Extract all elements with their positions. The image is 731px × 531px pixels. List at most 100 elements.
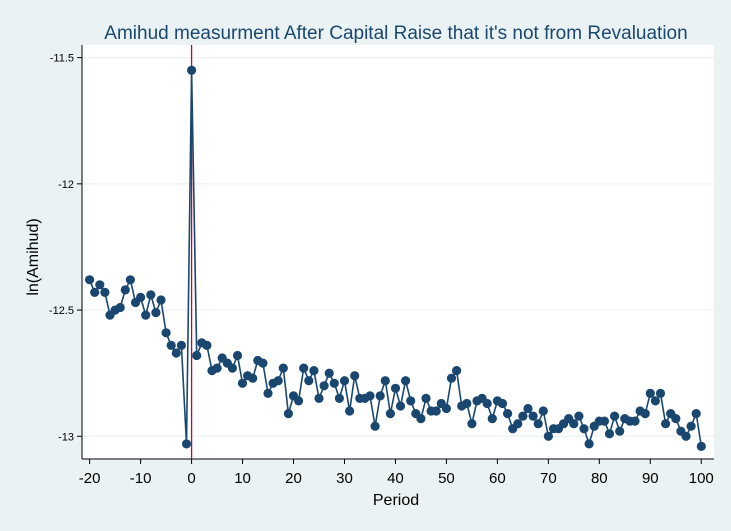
data-point — [640, 409, 650, 419]
x-tick-label: 30 — [336, 470, 353, 487]
series-layer — [85, 65, 706, 451]
data-point — [273, 376, 283, 386]
data-point — [441, 403, 451, 414]
y-axis-ticks: -13 -12.5 -12 -11.5 — [49, 53, 82, 443]
data-point — [156, 295, 166, 305]
data-point — [375, 391, 385, 401]
data-point — [604, 429, 615, 439]
x-tick-label: 20 — [285, 470, 302, 487]
data-point — [574, 411, 584, 421]
data-point — [528, 411, 538, 421]
data-point — [100, 287, 110, 297]
data-point — [350, 371, 360, 381]
x-tick-label: 90 — [642, 470, 659, 487]
data-point — [380, 376, 390, 386]
data-point — [482, 398, 492, 409]
data-point — [85, 275, 95, 285]
y-tick-label: -13 — [58, 431, 74, 443]
data-point — [401, 376, 411, 386]
data-point — [446, 373, 457, 383]
data-point — [151, 308, 161, 318]
data-point — [681, 431, 691, 441]
data-point — [187, 65, 197, 75]
chart-title: Amihud measurment After Capital Raise th… — [104, 23, 687, 44]
data-point — [538, 406, 548, 416]
data-point — [610, 411, 620, 421]
data-point — [523, 403, 533, 414]
x-axis-ticks: -20 -10 0 10 20 30 40 50 60 70 80 90 100 — [79, 459, 714, 487]
x-axis-label: Period — [373, 492, 419, 509]
y-tick-label: -11.5 — [50, 53, 74, 65]
data-point — [324, 368, 334, 378]
data-point — [329, 378, 339, 388]
axes — [81, 45, 714, 460]
data-point — [314, 393, 324, 403]
data-point — [452, 366, 462, 376]
x-tick-label: 10 — [234, 470, 251, 487]
data-point — [120, 285, 130, 295]
data-point — [181, 439, 192, 449]
data-point — [691, 409, 701, 419]
data-point — [416, 414, 426, 424]
data-point — [584, 439, 594, 449]
x-tick-label: 80 — [591, 470, 608, 487]
data-point — [650, 396, 661, 406]
x-tick-label: 40 — [387, 470, 404, 487]
y-axis-label: ln(Amihud) — [25, 218, 42, 295]
data-point — [385, 409, 395, 419]
data-point — [503, 409, 513, 419]
data-point — [615, 426, 625, 436]
data-point — [533, 419, 543, 429]
data-point — [579, 424, 589, 434]
data-point — [125, 275, 135, 285]
x-tick-label: -10 — [130, 470, 152, 487]
data-point — [395, 401, 406, 411]
data-point — [115, 302, 125, 313]
data-point — [431, 406, 441, 416]
data-point — [686, 421, 696, 431]
data-point — [645, 388, 655, 398]
data-point — [237, 378, 248, 388]
y-tick-label: -12 — [58, 179, 74, 191]
data-point — [462, 398, 472, 409]
data-point — [161, 328, 171, 338]
data-point — [166, 340, 176, 350]
data-point — [334, 393, 344, 403]
data-point — [345, 406, 355, 416]
data-point — [513, 419, 523, 429]
data-point — [339, 376, 350, 386]
data-point — [146, 290, 156, 300]
x-tick-label: 60 — [489, 470, 506, 487]
data-point — [192, 350, 202, 361]
data-point — [365, 391, 375, 401]
data-point — [487, 414, 497, 424]
x-tick-label: 50 — [438, 470, 455, 487]
data-point — [141, 310, 151, 320]
data-point — [569, 419, 579, 429]
data-point — [655, 388, 666, 398]
x-tick-label: -20 — [79, 470, 101, 487]
data-point — [319, 381, 329, 391]
data-point — [696, 441, 706, 451]
x-tick-label: 70 — [540, 470, 557, 487]
data-point — [630, 416, 640, 426]
data-point — [248, 373, 258, 383]
data-point — [258, 358, 268, 368]
data-point — [599, 416, 610, 426]
data-point — [95, 280, 105, 290]
data-point — [497, 398, 508, 409]
data-point — [227, 363, 237, 373]
data-point — [304, 376, 314, 386]
x-tick-label: 0 — [187, 470, 195, 487]
data-point — [299, 363, 309, 373]
data-point — [294, 396, 304, 406]
data-point — [421, 393, 431, 403]
data-point — [278, 363, 288, 373]
data-point — [543, 431, 554, 441]
data-point — [370, 421, 380, 431]
data-point — [283, 409, 293, 419]
data-point — [136, 292, 146, 302]
data-point — [171, 348, 181, 358]
y-tick-label: -12.5 — [49, 305, 74, 317]
